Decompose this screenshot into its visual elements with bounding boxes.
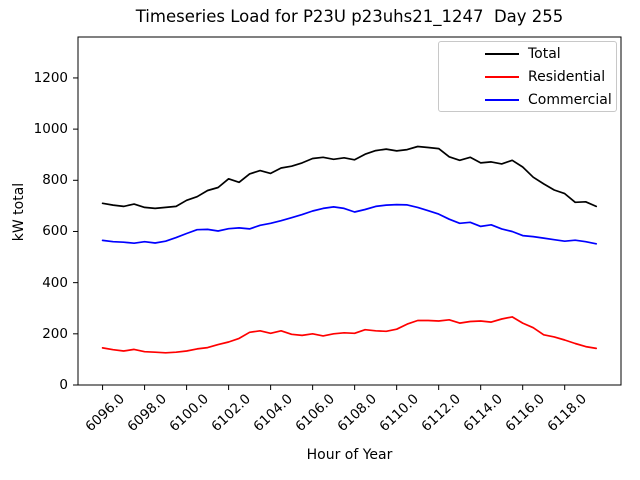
legend-label: Residential	[528, 68, 606, 85]
legend-label: Total	[528, 45, 561, 62]
series-line-total	[101, 145, 598, 210]
y-tick-label: 1000	[33, 121, 68, 138]
y-tick-label: 800	[42, 172, 68, 189]
y-tick-label: 1200	[33, 69, 68, 86]
legend-entry-residential: Residential	[439, 65, 616, 88]
chart-title: Timeseries Load for P23U p23uhs21_1247 D…	[135, 7, 564, 26]
legend-label: Commercial	[528, 91, 612, 108]
legend: Total Residential Commercial	[438, 41, 617, 112]
y-tick-label: 0	[59, 377, 68, 393]
y-tick-label: 200	[42, 325, 68, 342]
series-line-commercial	[101, 203, 598, 245]
x-axis-label: Hour of Year	[306, 447, 393, 463]
legend-entry-commercial: Commercial	[439, 88, 616, 111]
series-line-residential	[101, 316, 598, 354]
y-tick-label: 600	[42, 223, 68, 240]
legend-line-sample	[485, 98, 519, 101]
y-tick-label: 400	[42, 274, 68, 291]
legend-line-sample	[485, 52, 519, 55]
legend-line-sample	[485, 75, 519, 78]
legend-entry-total: Total	[439, 42, 616, 65]
